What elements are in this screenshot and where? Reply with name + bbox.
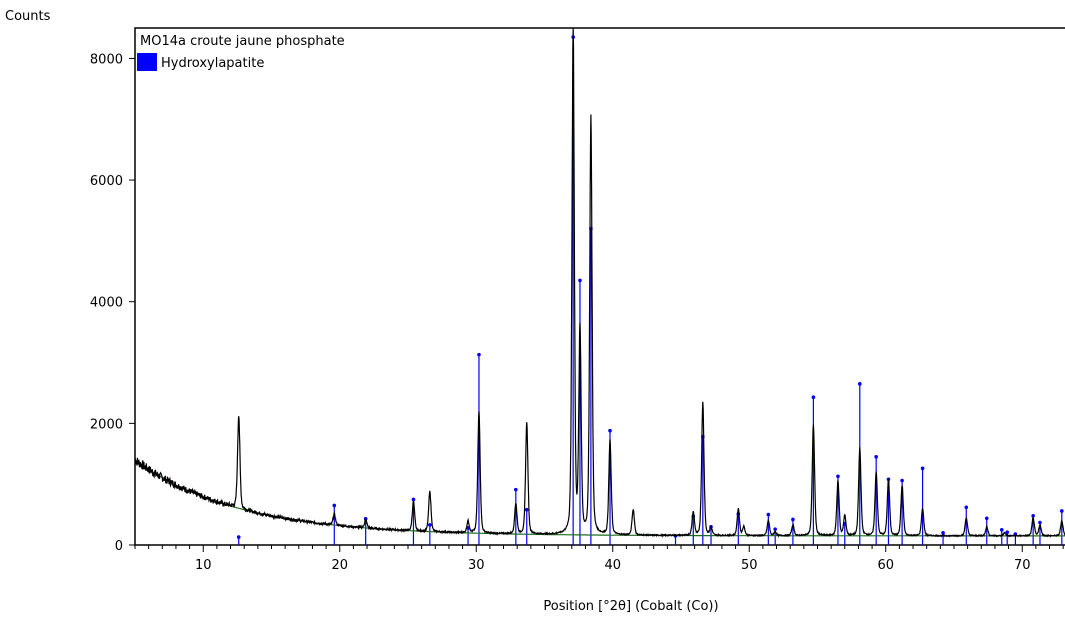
reference-stick-marker bbox=[766, 512, 771, 517]
x-tick-label: 40 bbox=[604, 558, 621, 573]
reference-stick-marker bbox=[941, 531, 945, 535]
legend: MO14a croute jaune phosphate Hydroxylapa… bbox=[137, 34, 345, 71]
y-tick-label: 2000 bbox=[90, 417, 123, 432]
x-axis-title: Position [°2θ] (Cobalt (Co)) bbox=[543, 599, 718, 614]
x-tick-label: 20 bbox=[331, 558, 348, 573]
reference-stick-marker bbox=[477, 352, 481, 357]
legend-sample-name: MO14a croute jaune phosphate bbox=[140, 34, 345, 49]
y-tick-label: 6000 bbox=[90, 174, 123, 189]
y-tick-label: 4000 bbox=[90, 296, 123, 311]
reference-stick-marker bbox=[836, 474, 840, 479]
y-axis-title: Counts bbox=[5, 9, 51, 24]
reference-stick-marker bbox=[236, 535, 241, 539]
x-tick-label: 60 bbox=[877, 558, 894, 573]
x-tick-label: 50 bbox=[741, 558, 758, 573]
reference-stick-marker bbox=[411, 497, 416, 502]
reference-stick-marker bbox=[1038, 520, 1042, 525]
reference-stick-marker bbox=[428, 523, 432, 527]
x-tick-label: 70 bbox=[1014, 558, 1031, 573]
reference-stick-marker bbox=[984, 516, 989, 521]
reference-stick-marker bbox=[524, 507, 529, 512]
y-ticks: 0 2000 4000 6000 8000 bbox=[90, 52, 135, 554]
reference-stick-marker bbox=[332, 503, 337, 508]
reference-sticks bbox=[236, 35, 1064, 545]
reference-stick-marker bbox=[857, 382, 862, 386]
reference-stick-marker bbox=[964, 505, 969, 510]
reference-stick-marker bbox=[578, 278, 582, 283]
reference-stick-marker bbox=[773, 527, 777, 531]
x-ticks: 10 20 30 40 50 60 70 bbox=[134, 545, 1064, 573]
reference-stick-marker bbox=[811, 395, 816, 399]
reference-stick-marker bbox=[514, 487, 518, 492]
reference-stick-marker bbox=[999, 527, 1004, 532]
pattern-line bbox=[134, 27, 1065, 539]
reference-stick-marker bbox=[1005, 530, 1010, 535]
reference-stick-marker bbox=[900, 478, 904, 483]
x-tick-label: 30 bbox=[468, 558, 485, 573]
legend-swatch-hydroxylapatite bbox=[137, 53, 157, 71]
reference-stick-marker bbox=[608, 428, 612, 433]
reference-stick-marker bbox=[791, 517, 795, 522]
plot-frame bbox=[134, 27, 1065, 546]
reference-stick-marker bbox=[874, 455, 878, 459]
y-tick-label: 8000 bbox=[90, 52, 123, 67]
reference-stick-marker bbox=[1060, 509, 1064, 513]
y-tick-label: 0 bbox=[115, 539, 123, 554]
reference-stick-marker bbox=[920, 466, 925, 471]
x-tick-label: 10 bbox=[195, 558, 212, 573]
plot-area: 10 20 30 40 50 60 70 0 2000 4000 6000 8000 bbox=[90, 27, 1065, 573]
legend-hydroxylapatite: Hydroxylapatite bbox=[161, 56, 264, 71]
